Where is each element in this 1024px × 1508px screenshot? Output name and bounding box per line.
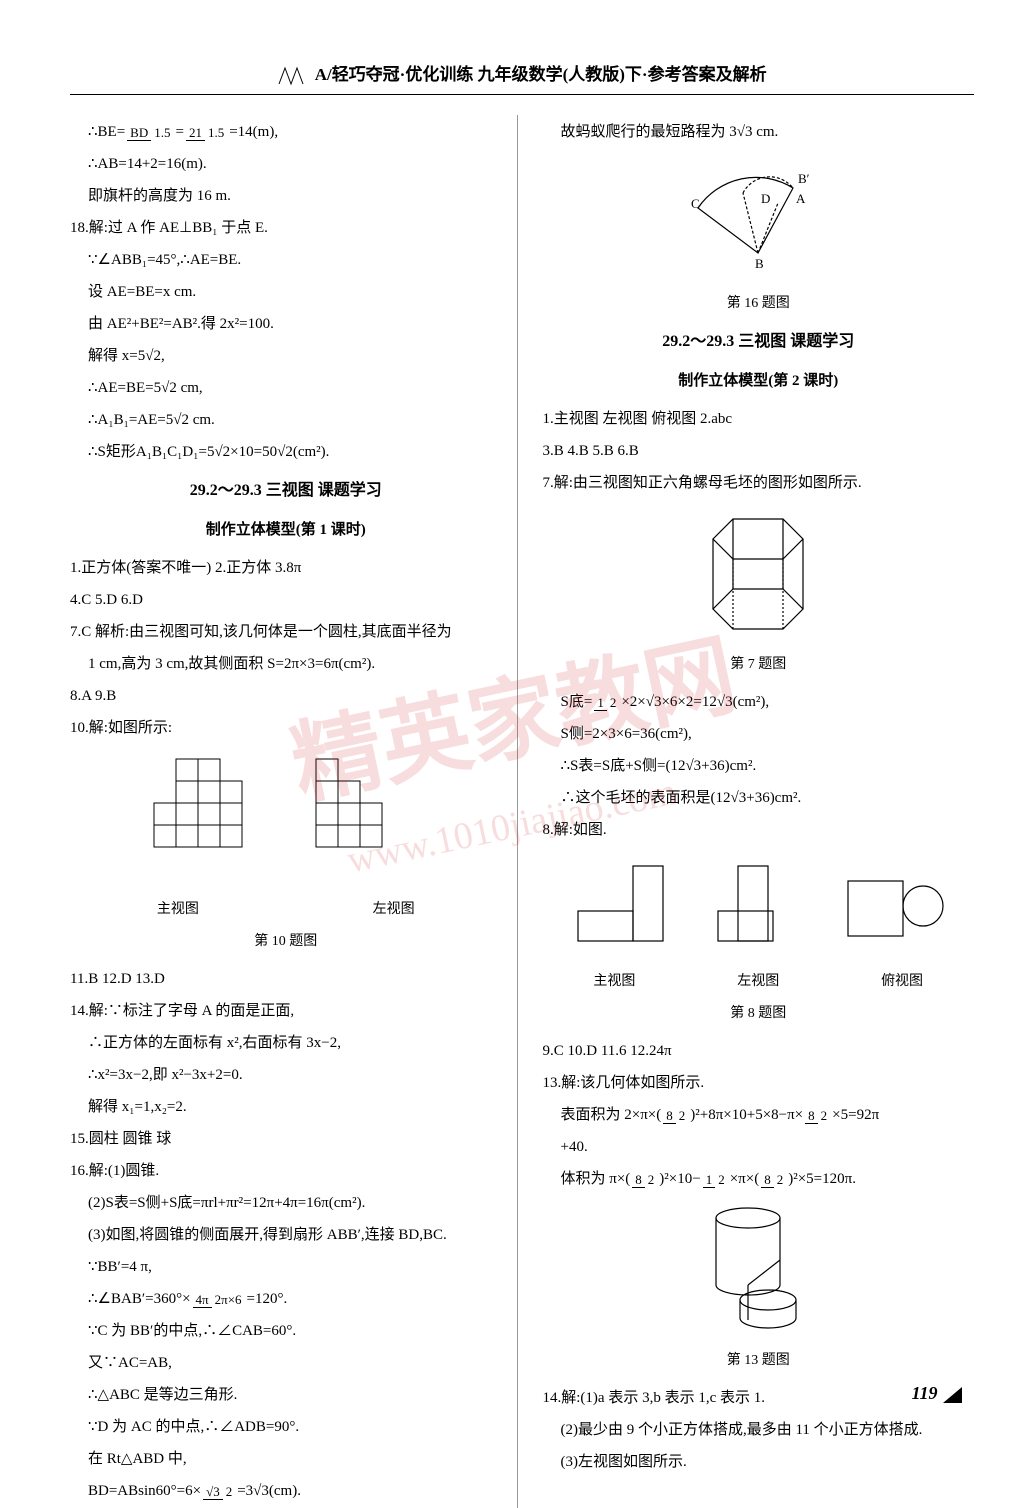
text-line: 体积为 π×(82)²×10−12×π×(82)²×5=120π. [543,1164,975,1194]
text-line: 故蚂蚁爬行的最短路程为 3√3 cm. [543,117,975,147]
text-line: (3)左视图如图所示. [543,1447,975,1477]
text-line: 解得 x=5√2, [70,341,502,371]
text-line: 4.C 5.D 6.D [70,585,502,615]
view-label-top: 俯视图 [881,968,923,996]
text-line: (3)如图,将圆锥的侧面展开,得到扇形 ABB′,连接 BD,BC. [70,1220,502,1250]
figure-16: B′ A C D B [543,153,975,284]
page-number: 119 [911,1383,964,1404]
section-subtitle: 制作立体模型(第 2 课时) [543,366,975,396]
figure-7 [543,504,975,645]
text-line: 14.解:(1)a 表示 3,b 表示 1,c 表示 1. [543,1383,975,1413]
text-line: 9.C 10.D 11.6 12.24π [543,1036,975,1066]
text-line: ∴x²=3x−2,即 x²−3x+2=0. [70,1060,502,1090]
text-line: 16.解:(1)圆锥. [70,1156,502,1186]
section-subtitle: 制作立体模型(第 1 课时) [70,515,502,545]
text-line: 又∵AC=AB, [70,1348,502,1378]
header-logo-icon [277,66,305,86]
text-line: ∴∠BAB′=360°×4π2π×6=120°. [70,1284,502,1314]
text-line: ∴正方体的左面标有 x²,右面标有 3x−2, [70,1028,502,1058]
figure-caption: 第 8 题图 [543,1000,975,1028]
text-line: 14.解:∵标注了字母 A 的面是正面, [70,996,502,1026]
text-line: ∴这个毛坯的表面积是(12√3+36)cm². [543,783,975,813]
text-line: 15.圆柱 圆锥 球 [70,1124,502,1154]
figure-8 [543,851,975,962]
text-line: 10.解:如图所示: [70,713,502,743]
view-label-left: 左视图 [737,968,779,996]
svg-text:C: C [691,196,700,211]
left-column: ∴BE=BD1.5=211.5=14(m), ∴AB=14+2=16(m). 即… [70,115,518,1508]
figure-13 [543,1200,975,1341]
text-line: 1 cm,高为 3 cm,故其侧面积 S=2π×3=6π(cm²). [70,649,502,679]
text-line: ∵C 为 BB′的中点,∴∠CAB=60°. [70,1316,502,1346]
figure-10 [70,749,502,890]
text-line: ∴AE=BE=5√2 cm, [70,373,502,403]
view-label-main: 主视图 [593,968,635,996]
text-line: 由 AE²+BE²=AB².得 2x²=100. [70,309,502,339]
text-line: 即旗杆的高度为 16 m. [70,181,502,211]
text-line: 7.解:由三视图知正六角螺母毛坯的图形如图所示. [543,468,975,498]
right-column: 故蚂蚁爬行的最短路程为 3√3 cm. B′ A C D B 第 16 题 [538,115,975,1508]
section-title: 29.2～29.3 三视图 课题学习 [543,326,975,358]
text-line: BD=ABsin60°=6×√32=3√3(cm). [70,1476,502,1506]
figure-caption: 第 13 题图 [543,1347,975,1375]
text-line: S侧=2×3×6=36(cm²), [543,719,975,749]
text-line: ∴S表=S底+S侧=(12√3+36)cm². [543,751,975,781]
header-title: A/轻巧夺冠·优化训练 九年级数学(人教版)下·参考答案及解析 [315,65,767,84]
figure-caption: 第 10 题图 [70,928,502,956]
view-label-main: 主视图 [157,896,199,924]
text-line: ∵BB′=4 π, [70,1252,502,1282]
text-line: 在 Rt△ABD 中, [70,1444,502,1474]
text-line: (2)最少由 9 个小正方体搭成,最多由 11 个小正方体搭成. [543,1415,975,1445]
text-line: 1.主视图 左视图 俯视图 2.abc [543,404,975,434]
text-line: S底=12×2×√3×6×2=12√3(cm²), [543,687,975,717]
text-line: 8.A 9.B [70,681,502,711]
figure-caption: 第 7 题图 [543,651,975,679]
svg-text:D: D [761,191,770,206]
text-line: ∴AB=14+2=16(m). [70,149,502,179]
text-line: 13.解:该几何体如图所示. [543,1068,975,1098]
page-corner-icon [942,1386,964,1404]
text-line: 解得 x₁=1,x₂=2. [70,1092,502,1122]
text-line: ∴BE=BD1.5=211.5=14(m), [70,117,502,147]
section-title: 29.2～29.3 三视图 课题学习 [70,475,502,507]
text-line: 11.B 12.D 13.D [70,964,502,994]
text-line: ∴S矩形A₁B₁C₁D₁=5√2×10=50√2(cm²). [70,437,502,467]
text-line: +40. [543,1132,975,1162]
view-label-left: 左视图 [373,896,415,924]
text-line: 3.B 4.B 5.B 6.B [543,436,975,466]
text-line: ∵∠ABB₁=45°,∴AE=BE. [70,245,502,275]
text-line: ∴A₁B₁=AE=5√2 cm. [70,405,502,435]
text-line: 表面积为 2×π×(82)²+8π×10+5×8−π×82×5=92π [543,1100,975,1130]
text-line: 设 AE=BE=x cm. [70,277,502,307]
svg-text:B: B [755,256,764,271]
page-header: A/轻巧夺冠·优化训练 九年级数学(人教版)下·参考答案及解析 [70,60,974,95]
text-line: 18.解:过 A 作 AE⊥BB₁ 于点 E. [70,213,502,243]
text-line: 1.正方体(答案不唯一) 2.正方体 3.8π [70,553,502,583]
text-line: 8.解:如图. [543,815,975,845]
text-line: ∵D 为 AC 的中点,∴∠ADB=90°. [70,1412,502,1442]
svg-text:A: A [796,191,806,206]
text-line: 7.C 解析:由三视图可知,该几何体是一个圆柱,其底面半径为 [70,617,502,647]
text-line: ∴△ABC 是等边三角形. [70,1380,502,1410]
text-line: (2)S表=S侧+S底=πrl+πr²=12π+4π=16π(cm²). [70,1188,502,1218]
figure-caption: 第 16 题图 [543,290,975,318]
svg-text:B′: B′ [798,171,810,186]
